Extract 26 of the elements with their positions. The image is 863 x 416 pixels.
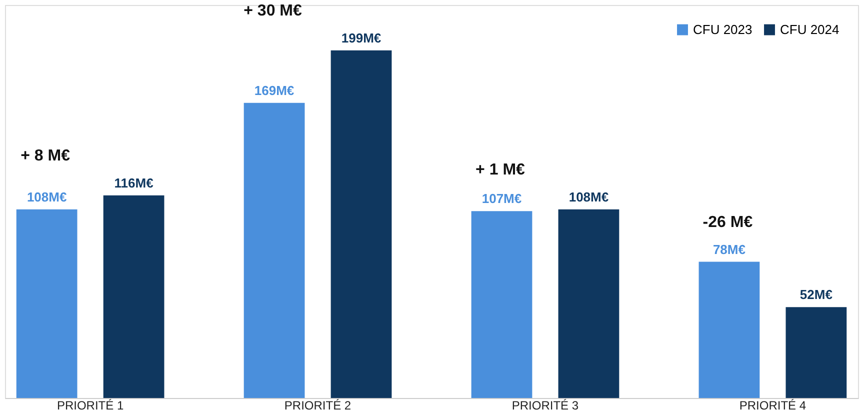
data-label: 78M€ bbox=[712, 242, 746, 257]
annotation: -26 M€ bbox=[702, 214, 753, 231]
legend-label: CFU 2023 bbox=[693, 22, 752, 37]
data-label: 107M€ bbox=[482, 191, 522, 206]
data-label: 199M€ bbox=[341, 30, 382, 46]
annotation: + 30 M€ bbox=[244, 2, 302, 20]
x-tick-label: PRIORITÉ 2 bbox=[284, 398, 352, 412]
bar bbox=[103, 195, 164, 398]
bar bbox=[698, 262, 760, 398]
annotation: + 8 M€ bbox=[20, 147, 70, 164]
bar bbox=[558, 209, 620, 398]
bar bbox=[16, 209, 78, 398]
bar bbox=[244, 102, 305, 398]
legend-label: CFU 2024 bbox=[780, 22, 840, 37]
data-label: 52M€ bbox=[800, 287, 832, 302]
data-label: 108M€ bbox=[26, 189, 67, 204]
data-label: 116M€ bbox=[114, 175, 154, 190]
bar bbox=[330, 50, 392, 398]
data-label: 169M€ bbox=[254, 82, 294, 98]
x-tick-label: PRIORITÉ 4 bbox=[739, 398, 806, 412]
annotation: + 1 M€ bbox=[476, 161, 526, 178]
x-tick-label: PRIORITÉ 1 bbox=[56, 398, 124, 412]
bar bbox=[471, 211, 532, 398]
x-tick-label: PRIORITÉ 3 bbox=[512, 398, 579, 412]
bar bbox=[786, 307, 847, 398]
data-label: 108M€ bbox=[568, 189, 609, 204]
